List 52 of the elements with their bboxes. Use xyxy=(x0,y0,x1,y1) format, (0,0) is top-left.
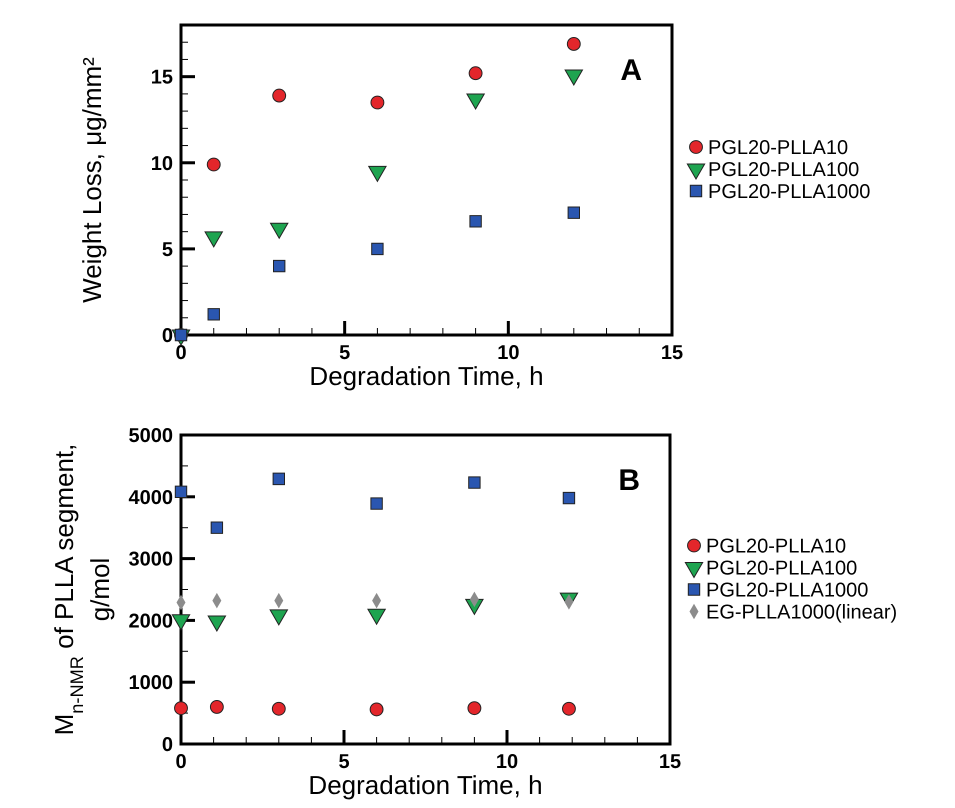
point xyxy=(210,700,224,714)
y-tick-label: 2000 xyxy=(128,610,173,632)
point xyxy=(371,242,384,256)
point xyxy=(174,701,188,716)
legend-label: PGL20-PLLA10 xyxy=(708,137,848,159)
point xyxy=(273,260,286,272)
legend-label: PGL20-PLLA1000 xyxy=(706,580,868,602)
y-tick-label: 0 xyxy=(162,325,173,347)
y-tick-label: 15 xyxy=(150,66,173,89)
point xyxy=(568,206,580,219)
legend-label: PGL20-PLLA100 xyxy=(708,159,860,181)
y-tick-label: 10 xyxy=(150,152,173,175)
point xyxy=(562,492,576,504)
y-tick-label: 3000 xyxy=(128,548,173,571)
point xyxy=(208,308,220,321)
x-axis-title: Degradation Time, h xyxy=(309,361,544,391)
point xyxy=(467,701,482,716)
point xyxy=(174,486,188,498)
x-tick-label: 15 xyxy=(660,342,684,364)
point xyxy=(206,158,221,172)
legend-label: PGL20-PLLA10 xyxy=(706,536,846,558)
x-tick-label: 0 xyxy=(175,342,187,364)
point xyxy=(370,96,384,110)
legend-label: PGL20-PLLA100 xyxy=(706,558,858,580)
point xyxy=(210,522,224,534)
y-tick-label: 4000 xyxy=(128,486,173,509)
x-tick-label: 10 xyxy=(497,342,520,364)
point xyxy=(272,472,285,486)
point xyxy=(469,215,482,228)
point xyxy=(272,88,286,103)
annotation: B xyxy=(618,464,640,497)
point xyxy=(468,476,481,489)
x-tick-label: 5 xyxy=(338,751,350,773)
y-tick-label: 1000 xyxy=(128,672,173,694)
y-axis-title: Weight Loss, μg/mm² xyxy=(77,56,107,303)
point xyxy=(468,66,483,80)
point xyxy=(566,37,581,51)
point xyxy=(272,702,286,716)
annotation: A xyxy=(620,54,642,87)
point xyxy=(562,702,576,716)
x-tick-label: 10 xyxy=(496,751,518,773)
point xyxy=(370,702,384,716)
y-tick-label: 5000 xyxy=(128,425,173,447)
x-tick-label: 5 xyxy=(339,342,350,364)
x-tick-label: 0 xyxy=(175,751,187,773)
y-tick-label: 0 xyxy=(162,734,173,756)
point xyxy=(370,497,383,510)
legend-label: PGL20-PLLA1000 xyxy=(708,181,870,203)
legend-label: EG-PLLA1000(linear) xyxy=(706,602,898,624)
x-tick-label: 15 xyxy=(658,751,682,773)
y-tick-label: 5 xyxy=(162,238,173,261)
x-axis-title: Degradation Time, h xyxy=(308,770,543,800)
